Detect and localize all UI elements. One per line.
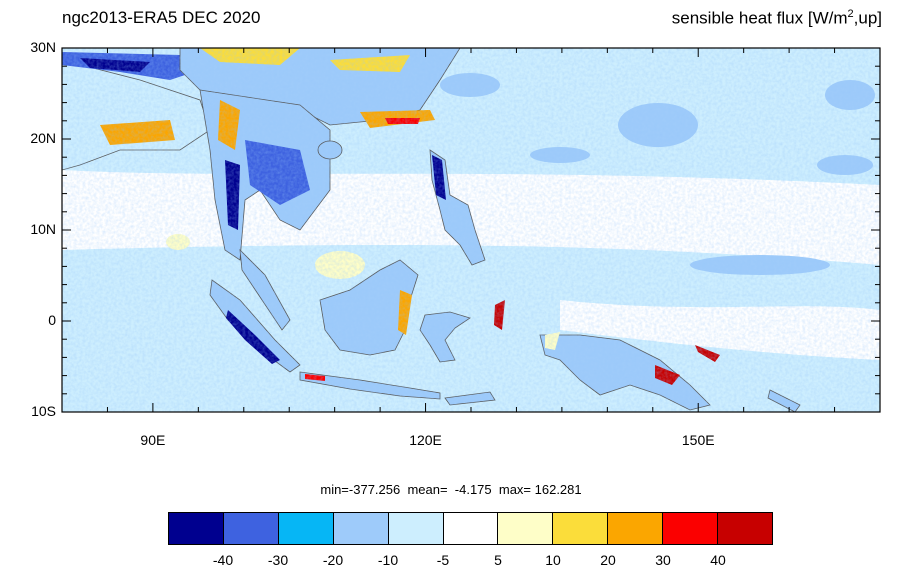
colorbar-label: 40 [710,552,726,568]
title-right-superscript: 2 [847,8,854,20]
colorbar-swatch [443,513,499,544]
colorbar-swatch [718,513,772,544]
colorbar-label: 20 [600,552,616,568]
lon-tick-label: 150E [681,432,715,448]
colorbar-swatch [278,513,334,544]
colorbar-label: -30 [267,552,289,568]
title-right-tail: ,up] [853,8,882,28]
colorbar-swatch [498,513,554,544]
lon-tick-label: 120E [409,432,442,448]
speckle-overlay [62,48,880,412]
colorbar-swatch [608,513,664,544]
plot-title-right: sensible heat flux [W/m2,up] [672,8,882,29]
colorbar-label: 10 [545,552,561,568]
lat-tick-label: 20N [30,130,56,146]
colorbar-swatch [553,513,609,544]
colorbar-label: -20 [322,552,344,568]
colorbar-label: -5 [436,552,450,568]
colorbar-label: 5 [494,552,502,568]
colorbar-label: -40 [212,552,234,568]
plot-title-left: ngc2013-ERA5 DEC 2020 [62,8,261,27]
colorbar-swatch [223,513,279,544]
colorbar-label: 30 [655,552,671,568]
colorbar-swatch [169,513,224,544]
axis-ticks [61,47,881,413]
title-right-main: sensible heat flux [W/m [671,8,848,28]
colorbar-swatch [333,513,389,544]
lat-tick-label: 10N [30,221,56,237]
colorbar [168,512,773,545]
lat-tick-label: 30N [30,39,56,55]
lat-tick-label: 10S [31,403,56,419]
map-field [62,48,880,412]
lat-tick-label: 0 [48,312,56,328]
colorbar-swatch [663,513,719,544]
stats-line: min=-377.256 mean= -4.175 max= 162.281 [320,482,582,497]
map-figure [61,47,881,413]
lon-tick-label: 90E [140,432,166,448]
colorbar-swatch [388,513,444,544]
colorbar-label: -10 [377,552,399,568]
